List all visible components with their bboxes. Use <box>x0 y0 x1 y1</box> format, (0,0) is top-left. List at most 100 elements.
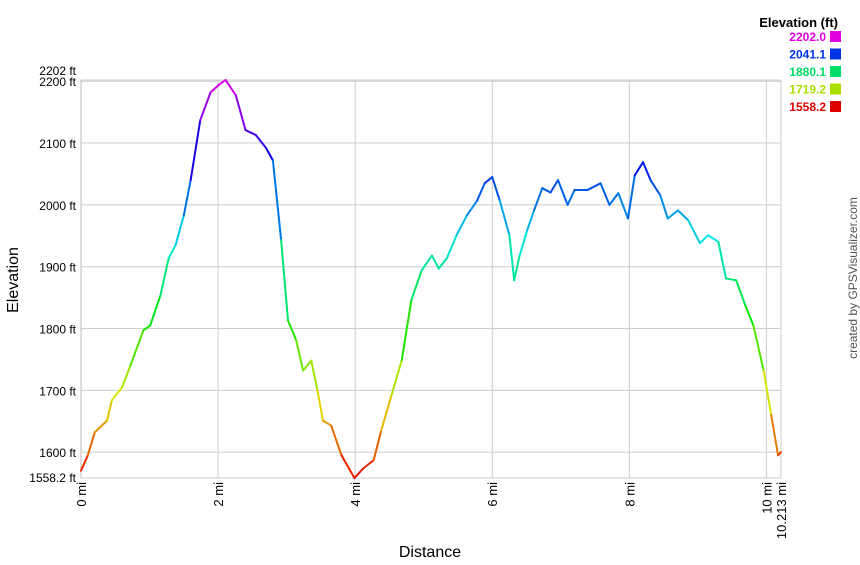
elevation-segment <box>752 324 765 372</box>
y-tick-label: 1558.2 ft <box>29 471 76 485</box>
elevation-segment <box>642 161 652 182</box>
elevation-segment <box>244 129 257 137</box>
x-tick-label: 10.213 mi <box>774 482 789 539</box>
elevation-segment <box>446 234 458 260</box>
elevation-segment <box>518 229 529 257</box>
elevation-segment <box>217 79 227 86</box>
elevation-segment <box>498 199 511 237</box>
elevation-segment <box>676 209 690 222</box>
elevation-segment <box>167 244 177 260</box>
elevation-segment <box>310 359 319 392</box>
elevation-segment <box>271 159 283 242</box>
legend-swatch <box>830 66 841 77</box>
elevation-segment <box>465 199 479 217</box>
legend-swatch <box>830 48 841 60</box>
elevation-segment <box>649 179 662 196</box>
legend-label: 1880.1 <box>789 65 826 79</box>
legend-swatch <box>830 83 841 95</box>
elevation-segment <box>362 459 375 470</box>
elevation-segment <box>302 359 313 372</box>
elevation-segment <box>295 339 305 372</box>
elevation-segment <box>744 304 755 327</box>
elevation-segment <box>410 269 423 302</box>
elevation-segment <box>353 467 365 480</box>
elevation-segment <box>608 192 620 206</box>
elevation-segment <box>666 209 679 220</box>
elevation-segment <box>491 176 501 202</box>
y-tick-label: 2000 ft <box>39 199 76 213</box>
elevation-segment <box>626 174 636 220</box>
elevation-segment <box>717 240 727 280</box>
elevation-segment <box>707 234 720 243</box>
legend-label: 1719.2 <box>789 83 826 97</box>
elevation-segment <box>430 254 440 270</box>
elevation-segment <box>557 179 569 206</box>
y-tick-label: 2100 ft <box>39 137 76 151</box>
elevation-segment <box>599 182 611 206</box>
elevation-segment <box>633 161 645 177</box>
elevation-segment <box>476 182 486 202</box>
elevation-segment <box>533 187 544 212</box>
elevation-segment <box>80 454 89 472</box>
legend-label: 1558.2 <box>789 100 826 114</box>
elevation-segment <box>483 176 494 185</box>
elevation-segment <box>93 419 109 434</box>
elevation-segment <box>390 359 403 397</box>
y-tick-label: 1700 ft <box>39 384 76 398</box>
x-axis-label: Distance <box>399 544 461 560</box>
elevation-segment <box>182 179 192 217</box>
elevation-segment <box>280 239 289 322</box>
elevation-segment <box>372 429 383 462</box>
y-tick-label: 1800 ft <box>39 323 76 337</box>
elevation-segment <box>340 454 356 480</box>
elevation-segment <box>541 187 552 194</box>
elevation-segment <box>106 399 113 422</box>
elevation-segment <box>121 364 132 389</box>
elevation-segment <box>149 294 162 327</box>
elevation-segment <box>159 257 170 297</box>
elevation-segment <box>380 394 393 432</box>
x-tick-label: 10 mi <box>759 482 774 514</box>
elevation-segment <box>86 431 96 457</box>
elevation-segment <box>586 182 602 192</box>
elevation-segment <box>508 234 516 282</box>
elevation-segment <box>549 179 560 194</box>
legend-label: 2041.1 <box>789 48 826 62</box>
x-tick-label: 8 mi <box>622 482 637 507</box>
elevation-segment <box>617 192 629 220</box>
y-tick-label: 2200 ft <box>39 75 76 89</box>
elevation-segment <box>321 419 333 427</box>
elevation-segment <box>400 299 413 362</box>
elevation-segment <box>526 209 536 232</box>
elevation-segment <box>455 214 468 237</box>
elevation-segment <box>687 219 701 245</box>
elevation-segment <box>286 319 298 342</box>
elevation-segment <box>513 254 521 282</box>
legend-swatch <box>830 31 841 42</box>
elevation-segment <box>189 119 202 182</box>
elevation-segment <box>762 369 773 417</box>
elevation-segment <box>698 234 710 245</box>
elevation-segment <box>224 79 237 97</box>
y-tick-label: 1600 ft <box>39 446 76 460</box>
y-axis-label: Elevation <box>5 247 22 313</box>
y-tick-label: 2202 ft <box>39 64 76 78</box>
legend-swatch <box>830 101 841 112</box>
elevation-segment <box>735 279 747 307</box>
elevation-segment <box>110 386 124 402</box>
x-tick-label: 6 mi <box>485 482 500 507</box>
x-tick-label: 4 mi <box>348 482 363 507</box>
x-tick-label: 2 mi <box>211 482 226 507</box>
elevation-segment <box>330 424 343 457</box>
elevation-segment <box>659 193 669 220</box>
x-tick-label: 0 mi <box>74 482 89 507</box>
elevation-segment <box>566 189 576 206</box>
elevation-segment <box>420 254 433 272</box>
elevation-segment <box>174 214 185 247</box>
legend-title: Elevation (ft) <box>759 15 838 30</box>
elevation-segment <box>777 451 782 457</box>
legend-label: 2202.0 <box>789 30 826 44</box>
elevation-segment <box>234 94 247 132</box>
elevation-segment <box>724 277 738 282</box>
